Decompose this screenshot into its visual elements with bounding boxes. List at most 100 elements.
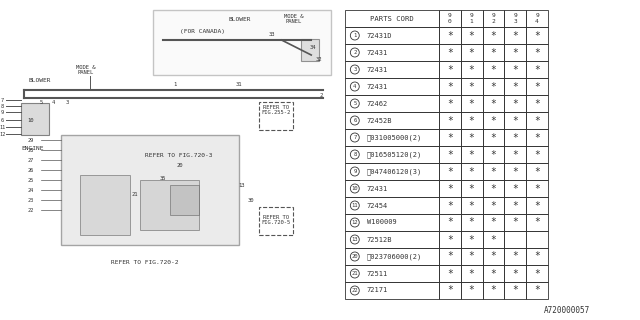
Bar xyxy=(439,146,461,163)
Text: 11: 11 xyxy=(351,203,358,208)
Text: 72431: 72431 xyxy=(367,50,388,55)
Bar xyxy=(345,129,439,146)
Text: 11: 11 xyxy=(0,124,5,130)
Text: *: * xyxy=(447,116,453,125)
Text: *: * xyxy=(490,235,497,244)
Text: *: * xyxy=(447,218,453,228)
Text: 22: 22 xyxy=(351,288,358,293)
Bar xyxy=(526,27,548,44)
Text: *: * xyxy=(447,132,453,142)
Bar xyxy=(526,180,548,197)
Bar xyxy=(504,265,526,282)
Text: *: * xyxy=(468,82,475,92)
Bar xyxy=(504,231,526,248)
Text: 20: 20 xyxy=(351,254,358,259)
Bar xyxy=(526,197,548,214)
Text: 13: 13 xyxy=(239,182,245,188)
Bar xyxy=(483,78,504,95)
Text: *: * xyxy=(534,132,540,142)
Bar xyxy=(504,282,526,299)
Text: W100009: W100009 xyxy=(367,220,396,226)
Bar xyxy=(461,78,483,95)
Text: 2: 2 xyxy=(353,50,356,55)
Text: *: * xyxy=(447,285,453,295)
Bar xyxy=(439,265,461,282)
Text: BLOWER: BLOWER xyxy=(228,17,251,21)
Bar xyxy=(345,44,439,61)
Bar xyxy=(504,214,526,231)
Text: 30: 30 xyxy=(248,197,254,203)
Text: 72452B: 72452B xyxy=(367,117,392,124)
Bar xyxy=(345,146,439,163)
Bar xyxy=(504,180,526,197)
Text: 9
3: 9 3 xyxy=(513,13,517,24)
Text: *: * xyxy=(447,82,453,92)
Text: 1: 1 xyxy=(353,33,356,38)
Text: *: * xyxy=(490,268,497,278)
Text: 1: 1 xyxy=(173,82,176,86)
Bar xyxy=(483,265,504,282)
Bar xyxy=(439,10,461,27)
Text: 72454: 72454 xyxy=(367,203,388,209)
Text: 35: 35 xyxy=(159,175,166,180)
Bar xyxy=(461,282,483,299)
Text: *: * xyxy=(534,149,540,159)
Text: *: * xyxy=(468,132,475,142)
Text: 10: 10 xyxy=(351,186,358,191)
Bar xyxy=(526,95,548,112)
Text: REFER TO
FIG.720-5: REFER TO FIG.720-5 xyxy=(261,215,290,225)
Bar xyxy=(483,282,504,299)
Bar xyxy=(483,231,504,248)
Text: 4: 4 xyxy=(353,84,356,89)
Text: *: * xyxy=(534,285,540,295)
Text: *: * xyxy=(447,149,453,159)
Text: *: * xyxy=(447,252,453,261)
Text: 12: 12 xyxy=(0,132,5,137)
Text: *: * xyxy=(447,47,453,58)
Text: *: * xyxy=(490,47,497,58)
Text: ENGINE: ENGINE xyxy=(21,146,44,150)
Bar xyxy=(439,95,461,112)
Bar xyxy=(439,44,461,61)
Text: *: * xyxy=(490,82,497,92)
Bar xyxy=(345,265,439,282)
Text: 12: 12 xyxy=(351,220,358,225)
Text: *: * xyxy=(468,65,475,75)
Text: *: * xyxy=(447,235,453,244)
Text: BLOWER: BLOWER xyxy=(28,77,51,83)
Bar xyxy=(483,180,504,197)
Bar xyxy=(345,112,439,129)
Bar xyxy=(526,248,548,265)
Bar xyxy=(439,112,461,129)
Text: 2: 2 xyxy=(319,92,323,98)
Text: 28: 28 xyxy=(28,148,34,153)
Text: 72512B: 72512B xyxy=(367,236,392,243)
Text: 7: 7 xyxy=(1,98,4,102)
Text: 9: 9 xyxy=(353,169,356,174)
Text: *: * xyxy=(468,235,475,244)
Text: *: * xyxy=(534,30,540,41)
Bar xyxy=(153,10,331,75)
Text: 22: 22 xyxy=(28,207,34,212)
Bar xyxy=(483,27,504,44)
Bar xyxy=(483,248,504,265)
Bar xyxy=(526,78,548,95)
Text: *: * xyxy=(512,166,518,177)
Bar xyxy=(461,163,483,180)
Bar xyxy=(461,129,483,146)
Bar xyxy=(526,61,548,78)
Text: *: * xyxy=(534,166,540,177)
Bar xyxy=(483,95,504,112)
Text: *: * xyxy=(468,218,475,228)
Bar xyxy=(483,214,504,231)
Text: *: * xyxy=(512,183,518,194)
Text: *: * xyxy=(447,201,453,211)
Bar xyxy=(483,10,504,27)
Text: *: * xyxy=(534,183,540,194)
Bar xyxy=(461,27,483,44)
Text: REFER TO FIG.720-2: REFER TO FIG.720-2 xyxy=(111,260,179,265)
Bar xyxy=(483,129,504,146)
Text: *: * xyxy=(468,47,475,58)
Bar xyxy=(345,197,439,214)
Text: *: * xyxy=(512,285,518,295)
